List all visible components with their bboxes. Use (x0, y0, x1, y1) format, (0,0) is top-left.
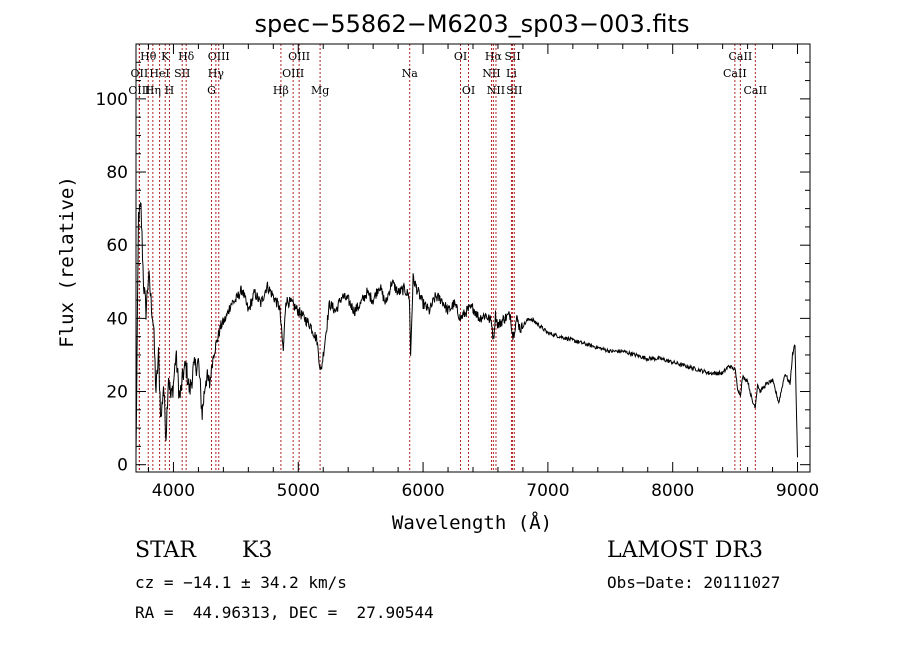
line-marker-label-17: OI (454, 50, 467, 63)
x-tick-label-8000: 8000 (651, 481, 694, 501)
line-marker-label-10: Hγ (208, 67, 225, 80)
line-marker-label-22: SII (504, 50, 520, 63)
y-tick-label-100: 100 (96, 90, 128, 110)
x-tick-label-4000: 4000 (152, 481, 195, 501)
line-marker-label-27: CaII (743, 84, 767, 97)
y-tick-label-60: 60 (106, 236, 128, 256)
line-marker-label-6: H (165, 84, 175, 97)
x-axis-ticks: 4000 5000 6000 7000 8000 9000 (148, 44, 819, 501)
line-marker-label-20: NII (482, 67, 500, 80)
y-tick-label-0: 0 (117, 456, 128, 476)
line-marker-label-24: SII (506, 84, 522, 97)
line-marker-label-4: Hη (145, 84, 161, 97)
line-marker-label-12: Hβ (273, 84, 289, 97)
line-marker-label-26: CaII (723, 67, 747, 80)
x-tick-label-6000: 6000 (401, 481, 444, 501)
line-marker-label-11: G (207, 84, 216, 97)
line-marker-label-18: OI (462, 84, 475, 97)
line-marker-label-1: Hθ (140, 50, 157, 63)
line-marker-label-5: K (161, 50, 170, 63)
x-tick-label-5000: 5000 (277, 481, 320, 501)
line-marker-label-7: SII (174, 67, 190, 80)
object-subclass: K3 (242, 538, 272, 563)
y-tick-label-40: 40 (106, 309, 128, 329)
flux-series-line (136, 203, 798, 458)
line-marker-label-13: OIII (288, 50, 310, 63)
x-tick-label-9000: 9000 (776, 481, 819, 501)
y-tick-label-80: 80 (106, 163, 128, 183)
chart-title: spec−55862−M6203_sp03−003.fits (255, 10, 690, 38)
line-marker-label-23: Li (506, 67, 517, 80)
line-marker-label-14: OIII (282, 67, 304, 80)
observation-date: Obs−Date: 20111027 (607, 573, 780, 592)
line-marker-label-21: NII (487, 84, 505, 97)
survey-name: LAMOST DR3 (607, 538, 763, 563)
coordinates-readout: RA = 44.96313, DEC = 27.90544 (135, 603, 434, 622)
x-axis-label: Wavelength (Å) (392, 511, 552, 534)
line-marker-label-25: CaII (729, 50, 753, 63)
line-marker-label-15: Mg (311, 84, 329, 97)
object-class: STAR (135, 538, 196, 563)
y-axis-label: Flux (relative) (56, 176, 78, 348)
line-marker-label-16: Na (402, 67, 419, 80)
redshift-readout: cz = −14.1 ± 34.2 km/s (135, 573, 347, 592)
line-marker-label-19: Hα (485, 50, 503, 63)
x-tick-label-7000: 7000 (526, 481, 569, 501)
line-marker-label-8: Hδ (178, 50, 195, 63)
plot-frame (136, 44, 810, 472)
spectrum-chart: spec−55862−M6203_sp03−003.fits OIIHθOIII… (0, 0, 900, 560)
y-tick-label-20: 20 (106, 383, 128, 403)
